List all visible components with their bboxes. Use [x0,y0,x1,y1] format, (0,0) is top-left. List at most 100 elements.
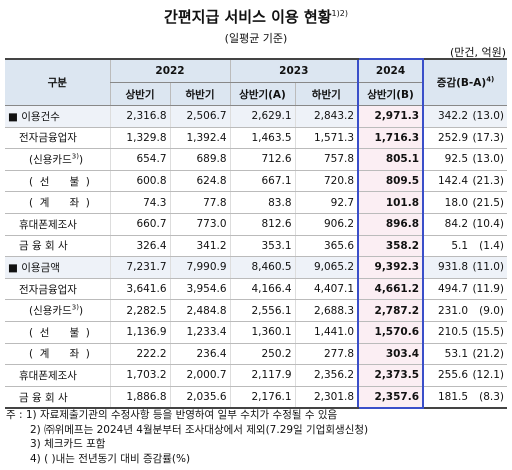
row: 전자금융업자 1,329.8 1,392.4 1,463.5 1,571.3 1,716.… [5,127,508,150]
value: 2,843.2 [294,105,359,128]
change: 231.0 (9.0) [422,299,508,322]
change-rate: (11.9) [472,283,505,296]
value: 720.8 [294,170,359,193]
row-label: 금 융 회 사 [5,235,110,258]
change-rate: (15.5) [472,326,505,339]
label-tail: ) [78,153,84,166]
row: 휴대폰제조사 660.7 773.0 812.6 906.2 896.8 84.2 (10.4… [5,213,508,236]
label-text: 휴대폰제조사 [19,218,77,231]
label-text: ■ 이용금액 [8,261,60,274]
value: 101.8 [357,191,425,214]
change-sup: 4) [486,75,495,84]
half: 상반기 [109,82,170,106]
row-label: 전자금융업자 [5,278,110,301]
value: 326.4 [109,235,170,258]
value: 1,886.8 [109,386,170,410]
change-value: 231.0 [437,304,469,317]
label-text: ■ 이용건수 [8,110,60,123]
value: 2,316.8 [109,105,170,128]
change: 210.5 (15.5) [422,321,508,344]
note: 2) ㈜위메프는 2024년 4월분부터 조사대상에서 제외(7.29일 기업회… [30,423,369,436]
change-rate: (1.4) [479,239,505,252]
value: 2,971.3 [357,105,425,128]
value: 1,571.3 [294,127,359,150]
value: 2,556.1 [229,299,296,322]
value: 83.8 [229,191,296,214]
value: 92.7 [294,191,359,214]
change-value: 255.6 [437,369,469,382]
value: 812.6 [229,213,296,236]
value: 1,463.5 [229,127,296,150]
value: 358.2 [357,235,425,258]
change-rate: (13.0) [472,110,505,123]
label-text: 휴대폰제조사 [19,369,77,382]
year: 2024 [357,58,425,83]
unit: (만건, 억원) [449,46,506,59]
row: ( 계 좌 ) 74.3 77.8 83.8 92.7 101.8 18.0 (21.5) [5,191,508,214]
value: 1,703.2 [109,364,170,387]
value: 2,506.7 [169,105,231,128]
row-label: 휴대폰제조사 [5,364,110,387]
row-label: (신용카드3)) [5,299,110,322]
value: 1,392.4 [169,127,231,150]
half: 상반기(A) [229,82,296,106]
value: 9,392.3 [357,256,425,279]
label-text: (신용카드 [29,153,72,166]
change-rate: (9.0) [479,304,505,317]
change-value: 181.5 [437,391,469,404]
change-head: 증감(B-A)4) [422,58,508,106]
change: 142.4 (21.3) [422,170,508,193]
change-rate: (21.3) [472,175,505,188]
value: 2,357.6 [357,386,425,410]
change: 494.7 (11.9) [422,278,508,301]
label-text: ( 선 불 ) [29,326,90,339]
year: 2023 [229,58,359,83]
change-value: 18.0 [444,196,469,209]
value: 3,954.6 [169,278,231,301]
label-tail: ) [78,305,84,318]
row-label: 휴대폰제조사 [5,213,110,236]
label-text: ( 계 좌 ) [29,348,90,361]
value: 77.8 [169,191,231,214]
change: 5.1 (1.4) [422,235,508,258]
value: 250.2 [229,343,296,366]
change: 84.2 (10.4) [422,213,508,236]
value: 353.1 [229,235,296,258]
row-label: 금 융 회 사 [5,386,110,410]
head-row: 구분 2022 2023 2024 증감(B-A)4) [5,58,508,106]
value: 1,570.6 [357,321,425,344]
value: 2,176.1 [229,386,296,410]
value: 365.6 [294,235,359,258]
value: 906.2 [294,213,359,236]
change-value: 252.9 [437,131,469,144]
change-rate: (21.2) [472,347,505,360]
row: ■ 이용건수 2,316.8 2,506.7 2,629.1 2,843.2 2,971.… [5,105,508,128]
value: 2,629.1 [229,105,296,128]
value: 689.8 [169,148,231,171]
table-head: 구분 2022 2023 2024 증감(B-A)4) 상반기 하반기 상반기(… [5,58,508,106]
value: 660.7 [109,213,170,236]
value: 7,990.9 [169,256,231,279]
value: 2,688.3 [294,299,359,322]
value: 2,787.2 [357,299,425,322]
corner: 구분 [5,58,110,106]
value: 4,166.4 [229,278,296,301]
label-sup: 3) [71,303,79,312]
row: (신용카드3)) 654.7 689.8 712.6 757.8 805.1 92.5 (13… [5,148,508,171]
change: 931.8 (11.0) [422,256,508,279]
value: 2,282.5 [109,299,170,322]
value: 3,641.6 [109,278,170,301]
change-rate: (17.3) [472,131,505,144]
value: 9,065.2 [294,256,359,279]
title-sup: 1)2) [331,9,348,18]
value: 4,407.1 [294,278,359,301]
row-label: ( 계 좌 ) [5,343,110,366]
value: 74.3 [109,191,170,214]
note: 주 : 1) 자료제출기관의 수정사항 등을 반영하여 일부 수치가 수정될 수… [6,409,338,421]
change-value: 210.5 [437,326,469,339]
change-value: 53.1 [444,347,469,360]
note: 3) 체크카드 포함 [30,438,106,450]
value: 277.8 [294,343,359,366]
title: 간편지급 서비스 이용 현황1)2) [0,6,512,27]
table-body: ■ 이용건수 2,316.8 2,506.7 2,629.1 2,843.2 2,971.… [5,105,508,410]
